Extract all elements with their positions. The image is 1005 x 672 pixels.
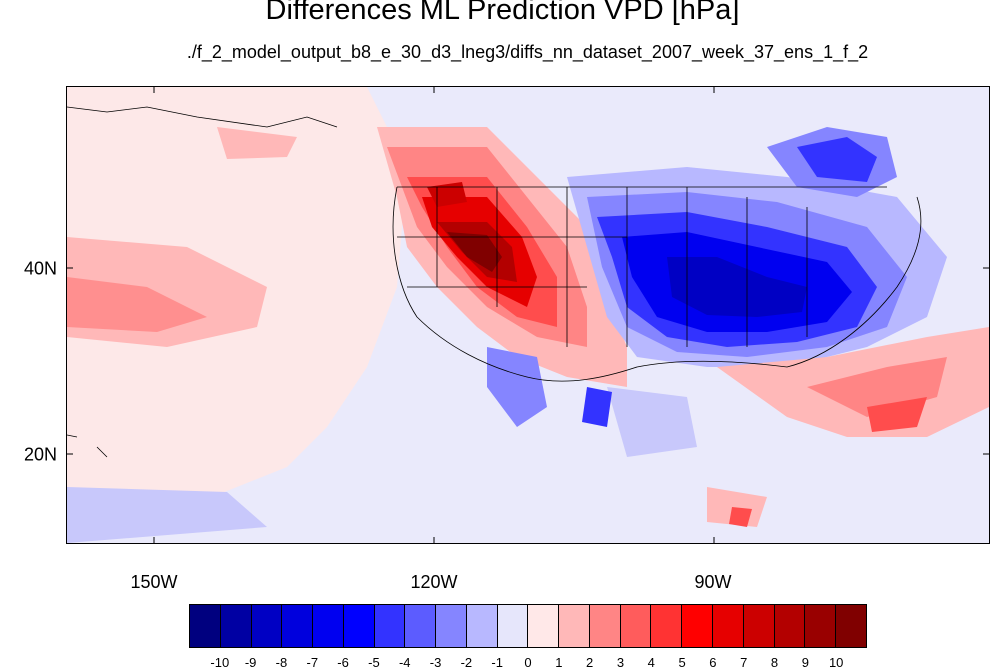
colorbar-tick-label: 9	[801, 655, 809, 670]
lat-label-40n: 40N	[24, 258, 58, 279]
colorbar-box	[836, 605, 866, 647]
lat-label-20n: 20N	[24, 444, 58, 465]
map-title: Differences ML Prediction VPD [hPa]	[265, 0, 740, 26]
colorbar-box	[220, 605, 252, 647]
colorbar-box	[620, 605, 652, 647]
colorbar-box	[251, 605, 283, 647]
colorbar-box	[497, 605, 529, 647]
colorbar-box	[436, 605, 467, 647]
colorbar-box	[374, 605, 406, 647]
colorbar-box	[466, 605, 498, 647]
colorbar-box	[682, 605, 714, 647]
colorbar-tick-label: 1	[555, 655, 563, 670]
colorbar-tick-label: 4	[647, 655, 655, 670]
colorbar-box	[190, 605, 221, 647]
colorbar-tick-label: 2	[586, 655, 594, 670]
colorbar-box	[559, 605, 590, 647]
colorbar-tick-label: -3	[429, 655, 442, 670]
colorbar-tick-label: 7	[740, 655, 748, 670]
colorbar-tick-label: 8	[770, 655, 779, 670]
colorbar-tick-label: -10	[210, 655, 230, 670]
lon-label-90w: 90W	[694, 572, 732, 592]
colorbar-tick-label: -9	[244, 655, 257, 670]
colorbar-box	[405, 605, 437, 647]
colorbar-box	[282, 605, 314, 647]
lon-label-150w: 150W	[130, 572, 178, 592]
map-subtitle: ./f_2_model_output_b8_e_30_d3_lneg3/diff…	[186, 42, 869, 62]
colorbar-tick-label: -1	[491, 655, 503, 670]
colorbar-tick-label: -4	[398, 655, 411, 670]
colorbar-tick-label: 0	[524, 655, 532, 670]
colorbar-box	[313, 605, 344, 647]
colorbar-box	[589, 605, 621, 647]
colorbar-tick-label: -7	[306, 655, 319, 670]
colorbar-box	[528, 605, 560, 647]
colorbar-box	[651, 605, 683, 647]
colorbar-tick-label: 3	[616, 655, 625, 670]
colorbar-tick-label: -5	[368, 655, 380, 670]
colorbar	[189, 604, 867, 648]
vpd-difference-field	[67, 87, 989, 543]
colorbar-tick-label: -2	[460, 655, 473, 670]
lon-label-120w: 120W	[410, 572, 458, 592]
map-panel	[66, 86, 990, 544]
colorbar-tick-label: 6	[709, 655, 717, 670]
colorbar-tick-label: -6	[337, 655, 349, 670]
colorbar-tick-label: 10	[828, 655, 844, 670]
colorbar-box	[743, 605, 775, 647]
colorbar-box	[805, 605, 837, 647]
colorbar-tick-label: 5	[678, 655, 686, 670]
colorbar-box	[713, 605, 744, 647]
colorbar-box	[343, 605, 375, 647]
colorbar-box	[774, 605, 806, 647]
colorbar-tick-label: -8	[275, 655, 288, 670]
